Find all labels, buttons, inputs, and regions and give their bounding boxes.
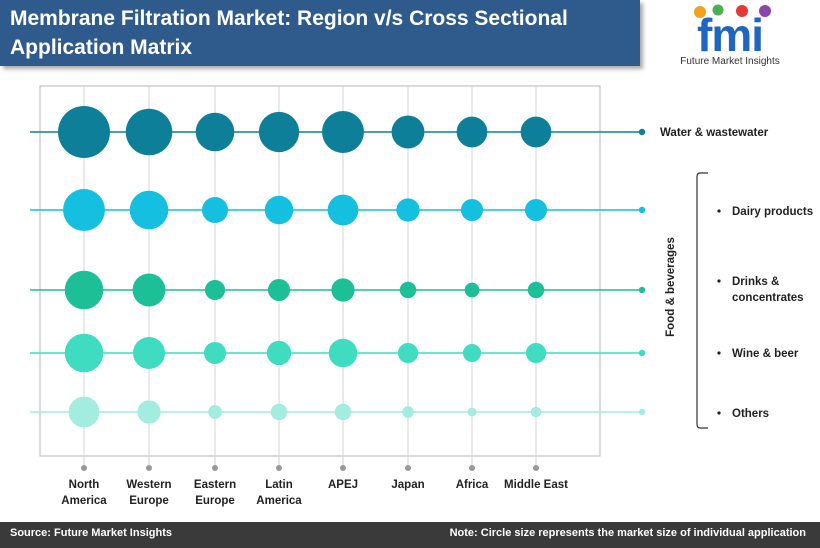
x-axis-dot	[469, 465, 475, 471]
bubble	[467, 407, 477, 417]
legend-label: Drinks &	[732, 276, 779, 288]
bubble	[396, 198, 420, 222]
bubble	[267, 278, 291, 302]
bubble	[132, 336, 166, 370]
title-banner: Membrane Filtration Market: Region v/s C…	[0, 0, 640, 66]
bubble	[520, 116, 552, 148]
row-end-dot	[638, 128, 646, 136]
bubble	[391, 115, 425, 149]
bubble	[524, 198, 548, 222]
bubble	[58, 106, 110, 158]
bubble	[402, 406, 414, 418]
plot-frame	[39, 85, 601, 457]
x-tick-label: Europe	[195, 495, 235, 507]
x-tick-label: Eastern	[194, 479, 236, 491]
group-label: Food & beverages	[665, 237, 677, 337]
x-tick-label: Japan	[391, 479, 424, 491]
bubble	[331, 278, 355, 302]
x-tick-label: Europe	[129, 495, 169, 507]
chart-title: Membrane Filtration Market: Region v/s C…	[10, 4, 630, 62]
size-note: Note: Circle size represents the market …	[449, 527, 806, 539]
row-end-dot	[638, 286, 646, 294]
bubble	[266, 340, 292, 366]
bubble	[460, 198, 484, 222]
bubble	[258, 111, 300, 153]
footer-bar: Source: Future Market Insights Note: Cir…	[0, 522, 820, 548]
fmi-logo: fmi Future Market Insights	[680, 4, 780, 67]
bubble	[397, 342, 419, 364]
legend-bullet	[717, 411, 721, 415]
bubble	[195, 112, 235, 152]
legend-bullet	[717, 351, 721, 355]
x-axis-dot	[533, 465, 539, 471]
group-bracket	[696, 172, 708, 429]
legend-label: Others	[732, 408, 769, 420]
bubble	[270, 403, 288, 421]
x-tick-label: Western	[126, 479, 171, 491]
x-tick-label: America	[61, 495, 107, 507]
row-end-dot	[638, 408, 646, 416]
bubble	[399, 281, 417, 299]
bubble	[464, 282, 480, 298]
bubble	[202, 197, 228, 223]
legend-bullet	[717, 279, 721, 283]
bubble	[462, 343, 482, 363]
bubble	[132, 273, 166, 307]
bubble	[456, 116, 488, 148]
bubble	[125, 108, 173, 156]
x-axis-dot	[276, 465, 282, 471]
bubble	[334, 403, 352, 421]
row-end-dot	[638, 349, 646, 357]
title-line-1: Membrane Filtration Market: Region v/s C…	[10, 7, 568, 30]
x-axis-dot	[212, 465, 218, 471]
x-tick-label: Middle East	[504, 479, 568, 491]
bubble	[208, 405, 222, 419]
bubble	[203, 341, 227, 365]
bubble	[527, 281, 545, 299]
bubble	[63, 189, 105, 231]
bubble	[64, 270, 104, 310]
bubble	[129, 190, 169, 230]
legend-label: Dairy products	[732, 206, 813, 218]
bubble	[327, 194, 359, 226]
x-tick-label: North	[69, 479, 100, 491]
legend-label: Wine & beer	[732, 348, 799, 360]
x-axis-dot	[81, 465, 87, 471]
x-tick-label: Africa	[456, 479, 489, 491]
bubble	[525, 342, 547, 364]
title-line-2: Application Matrix	[10, 36, 193, 59]
x-axis-dot	[340, 465, 346, 471]
x-tick-label: America	[256, 495, 302, 507]
bubble	[64, 333, 104, 373]
x-axis-dot	[405, 465, 411, 471]
logo-icons	[694, 4, 771, 18]
x-tick-label: Latin	[265, 479, 292, 491]
legend-label: Water & wastewater	[660, 127, 769, 139]
bubble	[328, 338, 358, 368]
bubble	[322, 111, 364, 153]
bubble	[68, 396, 100, 428]
bubble	[530, 406, 542, 418]
legend-bullet	[717, 209, 721, 213]
legend-label: concentrates	[732, 292, 804, 304]
bubble	[264, 195, 294, 225]
x-tick-label: APEJ	[328, 479, 358, 491]
source-note: Source: Future Market Insights	[10, 527, 172, 539]
row-end-dot	[638, 206, 646, 214]
x-axis-dot	[146, 465, 152, 471]
bubble	[204, 279, 226, 301]
bubble	[137, 400, 161, 424]
logo-letters: fmi	[697, 9, 763, 61]
logo-caption: Future Market Insights	[680, 56, 779, 67]
